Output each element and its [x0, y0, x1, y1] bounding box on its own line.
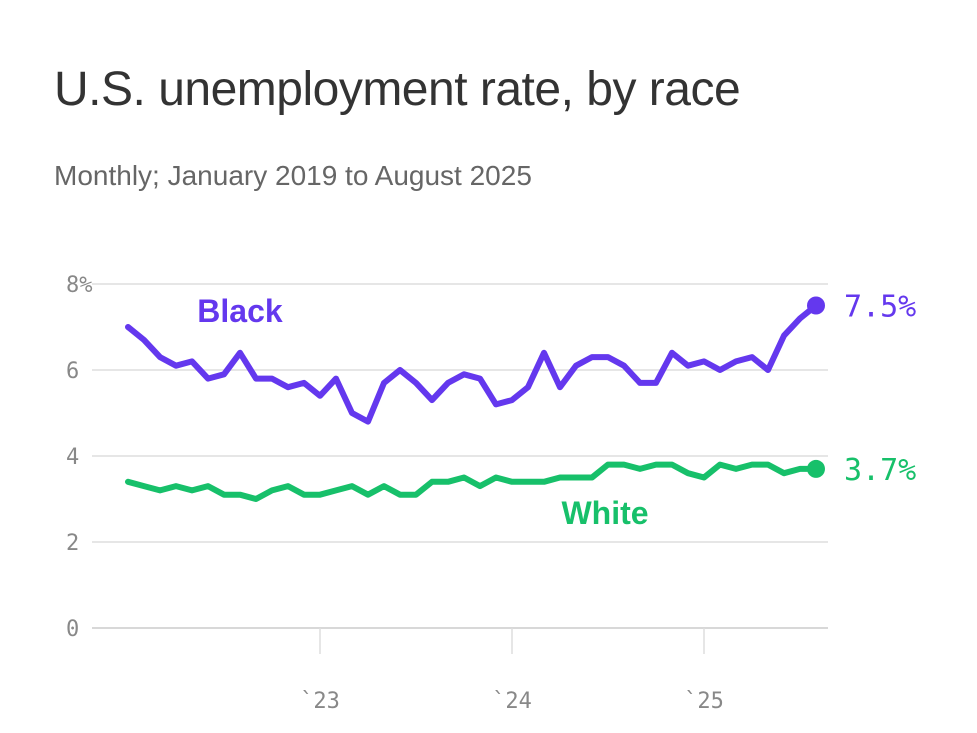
x-tick-label: `24: [492, 689, 532, 714]
y-tick-label: 6: [66, 359, 79, 384]
chart-title: U.S. unemployment rate, by race: [54, 63, 741, 116]
end-value-label: 7.5%: [844, 290, 916, 325]
series-line-black: [125, 302, 819, 425]
series-line-white: [125, 461, 819, 502]
series-label-white: White: [561, 495, 648, 531]
chart-subtitle: Monthly; January 2019 to August 2025: [54, 160, 532, 191]
y-tick-label: 8%: [66, 273, 93, 298]
series-label-black: Black: [197, 293, 283, 329]
y-tick-label: 2: [66, 531, 79, 556]
y-tick-label: 4: [66, 445, 79, 470]
x-tick-label: `25: [684, 689, 724, 714]
data-point: [807, 296, 825, 315]
x-tick-label: `23: [300, 689, 340, 714]
end-value-label: 3.7%: [844, 453, 916, 488]
y-tick-label: 0: [66, 617, 79, 642]
data-point: [807, 459, 825, 478]
